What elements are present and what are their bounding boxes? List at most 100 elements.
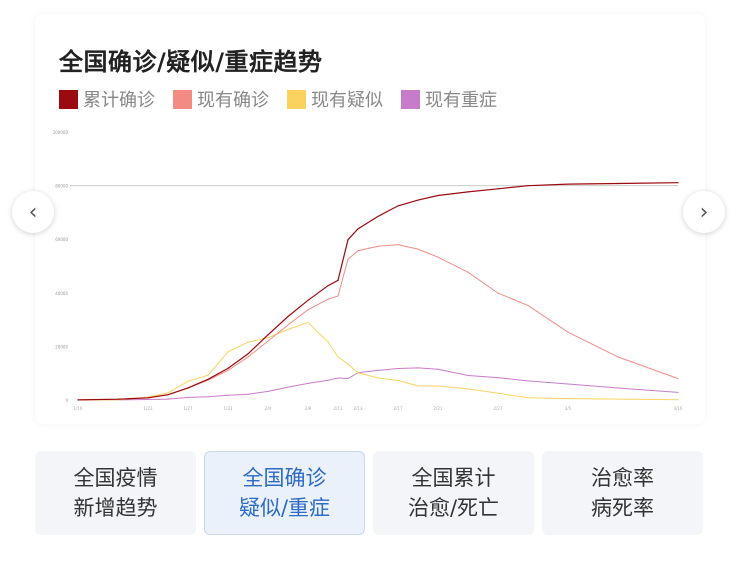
data-point	[377, 369, 379, 371]
x-tick-label: 2/11	[334, 406, 343, 411]
tab-new-trend[interactable]: 全国疫情 新增趋势	[35, 451, 196, 535]
data-point	[147, 398, 149, 401]
data-point	[267, 334, 269, 336]
legend-item-current[interactable]: 现有确诊	[173, 86, 269, 112]
data-point	[167, 392, 169, 394]
tab-confirmed-suspected-severe[interactable]: 全国确诊疑似/重症	[204, 451, 365, 535]
data-point	[677, 377, 679, 380]
data-point	[467, 191, 469, 193]
tab-label: 全国确诊	[242, 466, 327, 490]
data-point	[437, 385, 439, 387]
legend-label: 累计确诊	[83, 90, 155, 111]
data-point	[187, 380, 189, 382]
x-tick-label: 2/27	[494, 406, 503, 411]
x-tick-label: 2/13	[354, 406, 363, 411]
data-point	[397, 367, 399, 370]
data-point	[307, 382, 309, 385]
data-point	[247, 356, 249, 358]
legend-item-severe[interactable]: 现有重症	[401, 86, 497, 112]
tab-label: 全国疫情	[73, 466, 158, 490]
series-line-累计确诊	[77, 182, 679, 401]
prev-button[interactable]: ‹	[12, 191, 54, 233]
data-point	[187, 396, 189, 398]
data-point	[227, 394, 229, 396]
data-point	[207, 378, 209, 380]
data-point	[497, 392, 499, 394]
legend-swatch	[287, 89, 306, 109]
x-tick-label: 1/16	[74, 406, 83, 411]
data-point	[567, 383, 569, 385]
data-point	[327, 285, 329, 287]
tab-label: 病死率	[591, 496, 654, 520]
data-point	[357, 250, 359, 252]
data-point	[337, 356, 339, 358]
data-point	[227, 367, 229, 370]
chevron-right-icon: ›	[699, 199, 709, 225]
data-point	[187, 387, 189, 389]
y-tick-label: 0	[65, 398, 68, 403]
data-point	[267, 340, 269, 342]
next-button[interactable]: ›	[683, 191, 725, 233]
x-tick-label: 1/31	[224, 406, 233, 411]
chart-tabs: 全国疫情 新增趋势 全国确诊疑似/重症 全国累计 治愈/死亡 治愈率 病死率	[35, 451, 703, 535]
tab-label: 疑似/重症	[238, 496, 331, 520]
data-point	[307, 309, 309, 311]
data-point	[467, 271, 469, 273]
data-point	[327, 298, 329, 300]
data-point	[337, 377, 339, 379]
data-point	[207, 374, 209, 376]
y-tick-label: 20000	[55, 344, 68, 349]
data-point	[617, 387, 619, 389]
data-point	[357, 372, 359, 374]
data-point	[347, 239, 349, 241]
legend-item-cumulative[interactable]: 累计确诊	[59, 86, 155, 112]
data-point	[567, 398, 569, 400]
data-point	[527, 185, 529, 187]
data-point	[287, 324, 289, 326]
data-point	[247, 353, 249, 355]
x-tick-label: 2/21	[434, 406, 443, 411]
x-tick-label: 3/5	[565, 406, 572, 411]
data-point	[327, 341, 329, 343]
legend-label: 现有确诊	[197, 90, 269, 111]
tab-label: 全国累计	[411, 466, 496, 490]
data-point	[397, 379, 399, 382]
data-point	[417, 248, 419, 250]
data-point	[527, 380, 529, 382]
x-tick-label: 2/17	[394, 406, 403, 411]
data-point	[287, 315, 289, 318]
data-point	[337, 279, 339, 281]
data-point	[377, 215, 379, 218]
data-point	[617, 398, 619, 400]
data-point	[307, 321, 309, 324]
data-point	[167, 394, 169, 396]
y-tick-label: 60000	[55, 237, 68, 242]
x-tick-label: 1/23	[144, 406, 153, 411]
data-point	[437, 368, 439, 370]
data-point	[117, 398, 119, 400]
data-point	[497, 292, 499, 294]
data-point	[677, 182, 679, 184]
tab-rates[interactable]: 治愈率 病死率	[542, 451, 703, 535]
data-point	[327, 379, 329, 381]
legend-item-suspected[interactable]: 现有疑似	[287, 86, 383, 112]
chevron-left-icon: ‹	[28, 199, 38, 225]
data-point	[397, 205, 399, 207]
tab-cured-dead[interactable]: 全国累计 治愈/死亡	[373, 451, 534, 535]
x-tick-label: 1/27	[184, 406, 193, 411]
data-point	[467, 388, 469, 390]
data-point	[527, 304, 529, 306]
y-tick-label: 40000	[55, 291, 68, 296]
y-tick-label: 80000	[55, 184, 68, 189]
data-point	[227, 369, 229, 372]
legend-swatch	[59, 89, 78, 109]
legend-label: 现有重症	[425, 90, 497, 111]
data-point	[167, 398, 169, 400]
data-point	[307, 299, 309, 301]
data-point	[287, 386, 289, 388]
legend-swatch	[401, 89, 420, 109]
data-point	[267, 337, 269, 339]
legend-label: 现有疑似	[311, 90, 383, 111]
data-point	[617, 182, 619, 185]
data-point	[617, 356, 619, 358]
